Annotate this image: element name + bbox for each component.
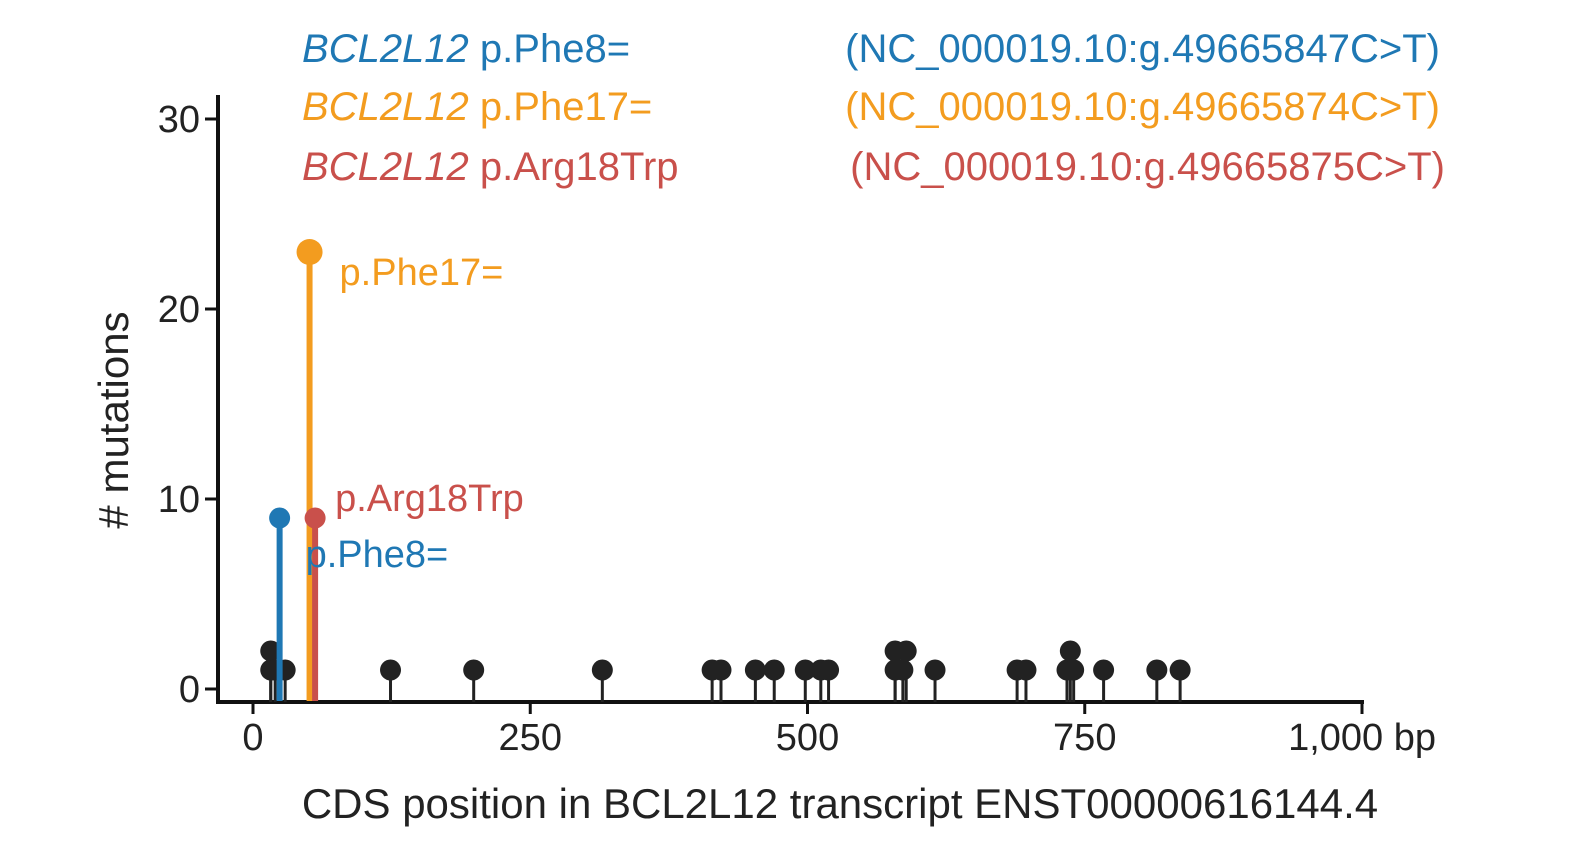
mutation-point [710,659,732,681]
highlight-point [269,507,291,529]
mutation-point [818,659,840,681]
legend-genomic: (NC_000019.10:g.49665847C>T) [845,27,1440,71]
y-tick-label: 10 [158,479,200,521]
mutation-point [1169,659,1191,681]
legend-genomic: (NC_000019.10:g.49665875C>T) [850,145,1445,189]
y-tick-label: 20 [158,289,200,331]
x-tick-label: 500 [776,717,839,759]
mutation-point [1059,640,1081,662]
x-tick-label: 250 [499,717,562,759]
y-tick-label: 0 [179,669,200,711]
y-ticks: 0 10 20 30 [158,99,218,711]
chart-annotations: p.Phe8= p.Phe17= p.Arg18Trp [306,252,524,576]
legend-variant: p.Arg18Trp [469,145,679,189]
legend-gene: BCL2L12 [302,27,469,71]
x-tick-label: 0 [242,717,263,759]
y-tick-label: 30 [158,99,200,141]
chart-axes: 0 10 20 30 0 250 500 750 1,000 bp # mutations C… [90,95,1436,827]
chart-marks [260,239,1191,702]
highlight-label: p.Phe8= [306,534,449,576]
x-tick-label: 750 [1053,717,1116,759]
mutation-point [260,640,282,662]
legend-entry: BCL2L12 p.Phe17= [302,85,652,129]
x-tick-label: 1,000 bp [1288,717,1436,759]
mutation-point [895,640,917,662]
chart-legend: BCL2L12 p.Phe8= (NC_000019.10:g.49665847C… [302,27,1445,189]
x-axis-title: CDS position in BCL2L12 transcript ENST0… [302,780,1378,827]
legend-entry: BCL2L12 p.Phe8= [302,27,630,71]
mutation-point [1093,659,1115,681]
legend-genomic: (NC_000019.10:g.49665874C>T) [845,85,1440,129]
legend-entry: BCL2L12 p.Arg18Trp [302,145,679,189]
legend-gene: BCL2L12 [302,85,469,129]
mutation-point [924,659,946,681]
legend-variant: p.Phe8= [469,27,630,71]
highlight-label: p.Phe17= [340,252,504,294]
highlight-point [296,239,323,265]
legend-gene: BCL2L12 [302,145,469,189]
x-ticks: 0 250 500 750 1,000 bp [242,702,1436,759]
mutation-point [1063,659,1085,681]
highlight-point [304,507,326,529]
mutation-point [1146,659,1168,681]
mutation-point [1015,659,1037,681]
mutation-point [744,659,766,681]
mutation-point [591,659,613,681]
mutation-point [763,659,785,681]
mutation-point [463,659,485,681]
legend-variant: p.Phe17= [469,85,653,129]
mutation-point [892,659,914,681]
mutation-point [380,659,402,681]
y-axis-title: # mutations [90,311,137,528]
mutation-point [794,659,816,681]
highlight-label: p.Arg18Trp [335,478,524,520]
